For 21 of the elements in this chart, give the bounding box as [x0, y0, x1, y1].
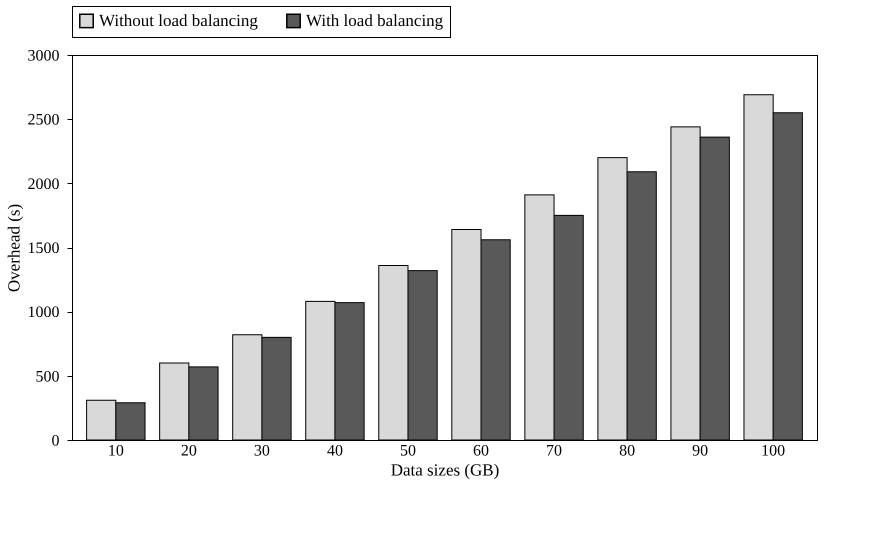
- x-tick-label: 90: [692, 442, 708, 460]
- legend-label: Without load balancing: [99, 10, 258, 30]
- y-tick-label: 2500: [28, 112, 60, 129]
- x-tick-label: 20: [180, 442, 197, 460]
- y-tick-label: 3000: [28, 48, 60, 64]
- x-tick-label: 60: [473, 442, 490, 460]
- legend-label: With load balancing: [306, 10, 444, 30]
- y-tick-label: 0: [52, 432, 60, 450]
- x-tick-label: 30: [254, 442, 270, 460]
- x-tick-label: 40: [326, 442, 343, 460]
- x-tick-label: 10: [108, 442, 124, 460]
- y-axis-title: Overhead (s): [4, 204, 24, 292]
- y-tick-label: 1500: [28, 240, 60, 257]
- x-tick-label: 50: [400, 442, 416, 460]
- y-tick-label: 2000: [28, 176, 60, 193]
- x-tick-label: 80: [619, 442, 636, 460]
- x-tick-label: 100: [761, 442, 786, 460]
- x-axis-title: Data sizes (GB): [390, 460, 500, 480]
- x-tick-label: 70: [546, 442, 562, 460]
- y-tick-label: 1000: [28, 304, 60, 322]
- y-tick-label: 500: [36, 368, 60, 386]
